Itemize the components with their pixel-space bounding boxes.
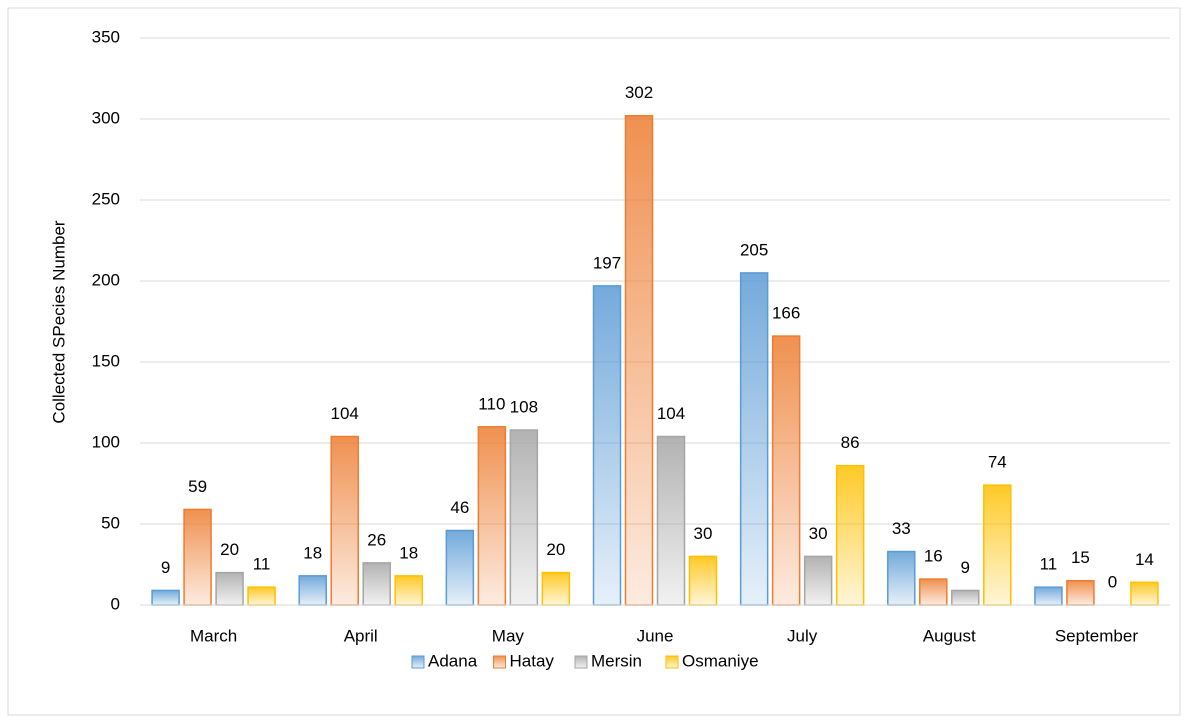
value-label: 108 bbox=[510, 398, 538, 417]
value-label: 18 bbox=[399, 543, 418, 562]
bar bbox=[739, 272, 769, 606]
value-label: 20 bbox=[546, 540, 565, 559]
bar bbox=[394, 575, 423, 606]
x-tick-label: August bbox=[923, 626, 976, 645]
bar bbox=[919, 578, 948, 606]
bar bbox=[1066, 579, 1095, 606]
bar bbox=[151, 589, 180, 606]
value-label: 205 bbox=[740, 240, 768, 259]
value-label: 9 bbox=[161, 558, 170, 577]
y-tick-label: 100 bbox=[92, 432, 120, 451]
value-label: 11 bbox=[253, 555, 271, 574]
legend-swatch bbox=[411, 655, 425, 669]
y-tick-label: 300 bbox=[92, 108, 120, 127]
x-tick-label: July bbox=[787, 626, 818, 645]
bar bbox=[771, 335, 801, 606]
bar bbox=[1130, 581, 1159, 606]
value-label: 26 bbox=[367, 530, 386, 549]
value-label: 197 bbox=[593, 253, 621, 272]
bar bbox=[298, 575, 327, 606]
bar bbox=[183, 508, 212, 606]
value-label: 9 bbox=[961, 558, 970, 577]
value-label: 302 bbox=[625, 83, 653, 102]
bar bbox=[477, 426, 507, 606]
legend-swatch bbox=[493, 655, 506, 669]
y-tick-label: 250 bbox=[92, 189, 120, 208]
value-label: 30 bbox=[809, 524, 828, 543]
y-tick-label: 0 bbox=[111, 594, 120, 613]
x-tick-label: June bbox=[637, 626, 674, 645]
y-tick-label: 200 bbox=[92, 270, 120, 289]
value-label: 0 bbox=[1108, 572, 1117, 591]
bar bbox=[951, 589, 980, 606]
y-tick-label: 350 bbox=[92, 27, 120, 46]
legend-label: Mersin bbox=[591, 651, 642, 670]
y-axis-title: Collected SPecies Number bbox=[49, 220, 68, 423]
bar bbox=[541, 571, 571, 606]
bar bbox=[656, 435, 686, 606]
value-label: 110 bbox=[478, 394, 505, 413]
value-label: 166 bbox=[772, 304, 800, 323]
value-label: 86 bbox=[841, 433, 860, 452]
x-tick-label: March bbox=[190, 626, 237, 645]
y-tick-label: 150 bbox=[92, 351, 120, 370]
bar bbox=[835, 464, 865, 606]
bar bbox=[983, 484, 1012, 606]
y-tick-label: 50 bbox=[101, 513, 120, 532]
bar bbox=[362, 562, 391, 606]
value-label: 11 bbox=[1040, 555, 1058, 574]
bar bbox=[624, 115, 654, 606]
value-label: 104 bbox=[657, 404, 685, 423]
legend-swatch bbox=[665, 655, 679, 669]
bar bbox=[1034, 586, 1063, 606]
value-label: 46 bbox=[450, 498, 469, 517]
legend-label: Hatay bbox=[510, 651, 555, 670]
value-label: 104 bbox=[331, 404, 359, 423]
x-tick-label: May bbox=[492, 626, 525, 645]
value-label: 16 bbox=[924, 547, 943, 566]
bar bbox=[330, 435, 359, 606]
bar bbox=[887, 550, 916, 606]
bar bbox=[215, 571, 244, 606]
bar bbox=[509, 429, 539, 606]
x-tick-label: September bbox=[1055, 626, 1138, 645]
legend-label: Adana bbox=[428, 651, 478, 670]
value-label: 20 bbox=[220, 540, 239, 559]
value-label: 30 bbox=[694, 524, 713, 543]
value-label: 33 bbox=[892, 519, 911, 538]
bar bbox=[592, 285, 622, 606]
bar bbox=[445, 529, 475, 606]
value-label: 18 bbox=[303, 543, 322, 562]
legend-swatch bbox=[574, 655, 588, 669]
value-label: 14 bbox=[1135, 550, 1154, 569]
bar bbox=[803, 555, 833, 606]
value-label: 59 bbox=[188, 477, 207, 496]
legend-label: Osmaniye bbox=[682, 651, 759, 670]
x-tick-label: April bbox=[344, 626, 378, 645]
value-label: 74 bbox=[988, 453, 1007, 472]
value-label: 15 bbox=[1071, 548, 1090, 567]
bar bbox=[688, 555, 718, 606]
bar bbox=[247, 586, 276, 606]
